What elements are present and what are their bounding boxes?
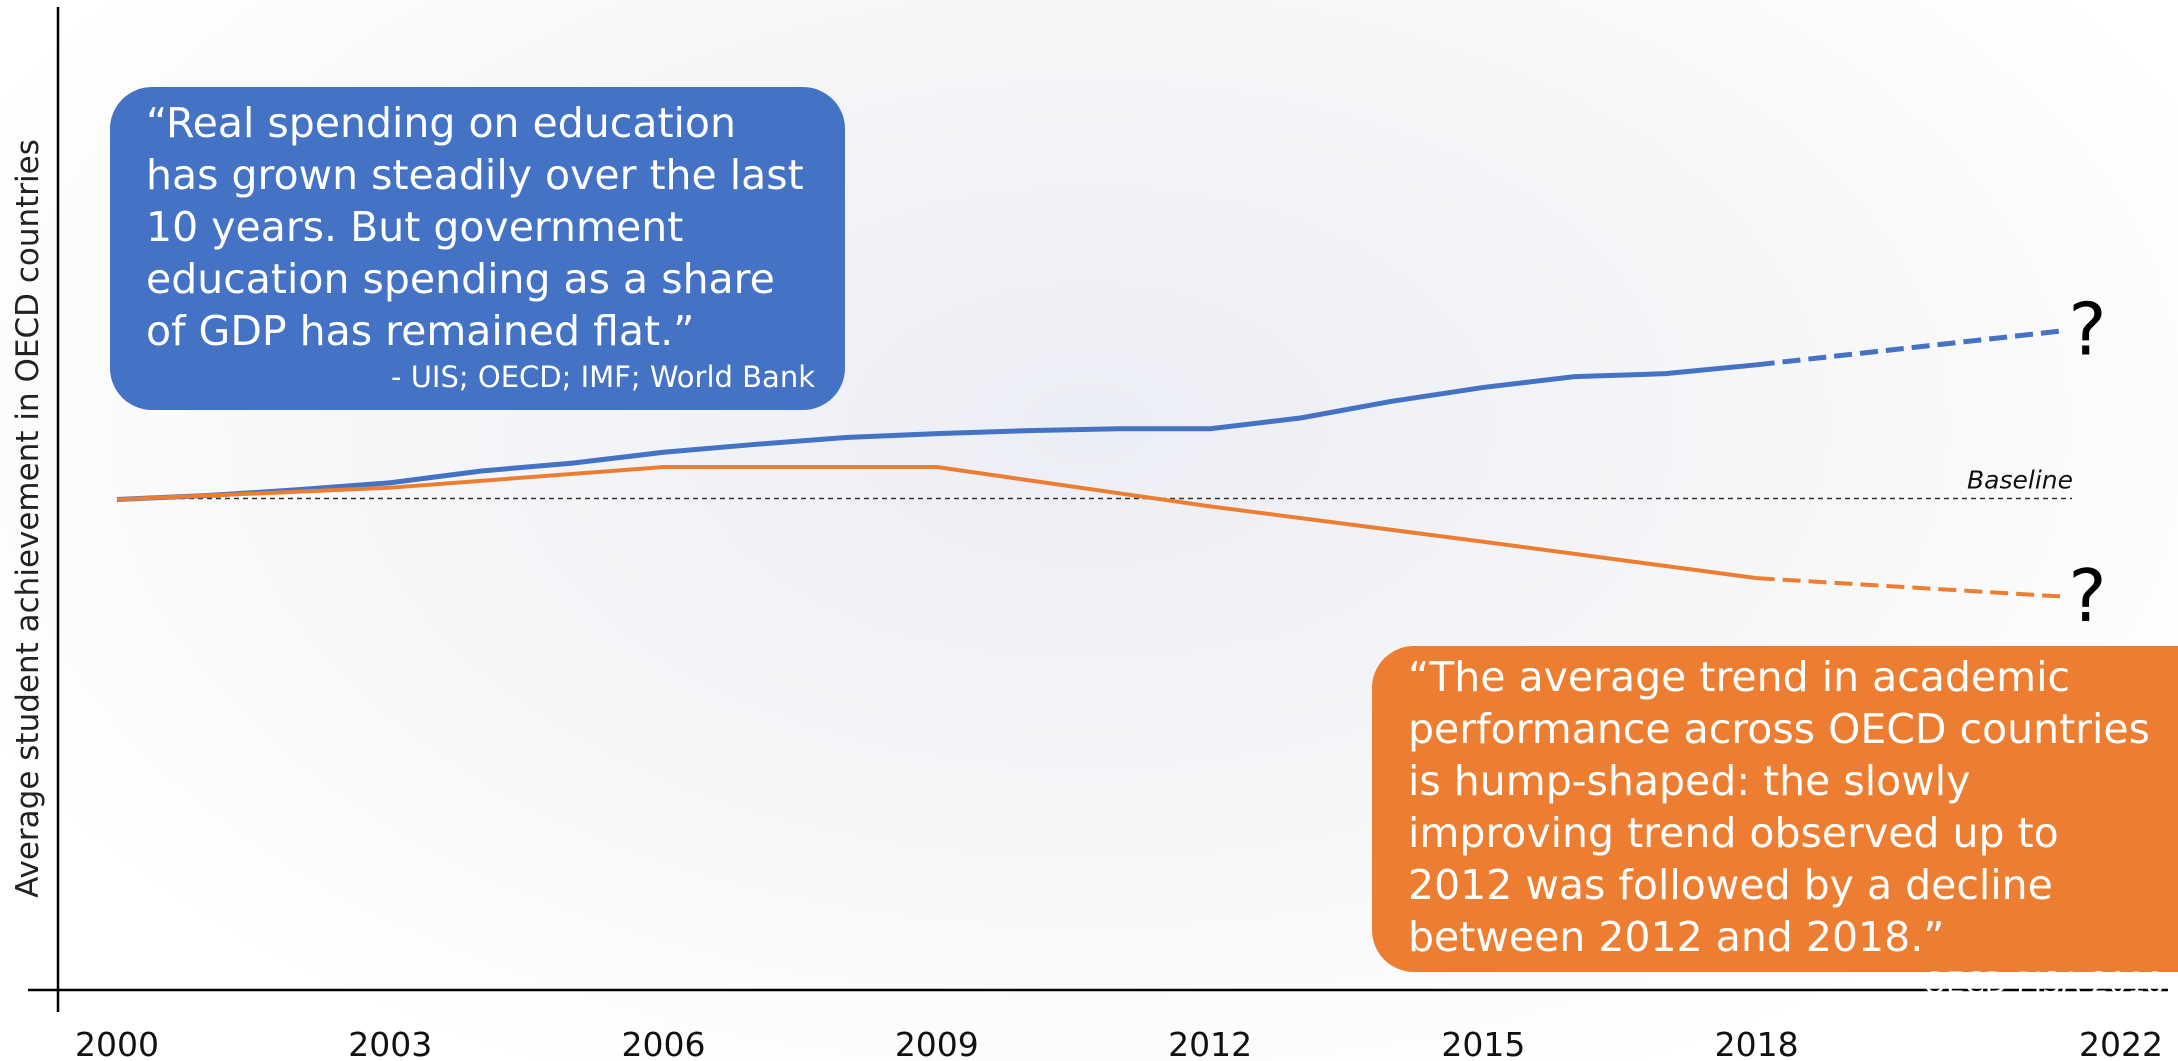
x-tick-label: 2015 (1441, 1025, 1525, 1061)
callout-source: - UIS; OECD; IMF; World Bank (391, 360, 815, 394)
question-mark: ? (2068, 554, 2106, 638)
x-tick-label: 2022 (2079, 1025, 2163, 1061)
series-line (1756, 327, 2067, 368)
series-line (1756, 576, 2067, 599)
callout: “The average trend in academic performan… (1372, 646, 2178, 1000)
x-tick-label: 2009 (895, 1025, 979, 1061)
baseline-label: Baseline (1967, 466, 2073, 495)
x-tick-label: 2000 (75, 1025, 159, 1061)
callout-source: - OECD PISA 2018 (1903, 966, 2164, 1000)
x-tick-label: 2012 (1168, 1025, 1252, 1061)
x-tick-label: 2006 (622, 1025, 706, 1061)
series-line (116, 362, 1757, 502)
question-mark: ? (2068, 287, 2106, 371)
series-line (116, 465, 1757, 581)
x-tick-label: 2003 (348, 1025, 432, 1061)
x-tick-label: 2018 (1715, 1025, 1799, 1061)
callout-text: “The average trend in academic performan… (1408, 653, 2150, 961)
callout-text: “Real spending on education has grown st… (146, 99, 804, 355)
callout: “Real spending on education has grown st… (110, 87, 845, 410)
y-axis-label: Average student achievement in OECD coun… (10, 139, 46, 898)
